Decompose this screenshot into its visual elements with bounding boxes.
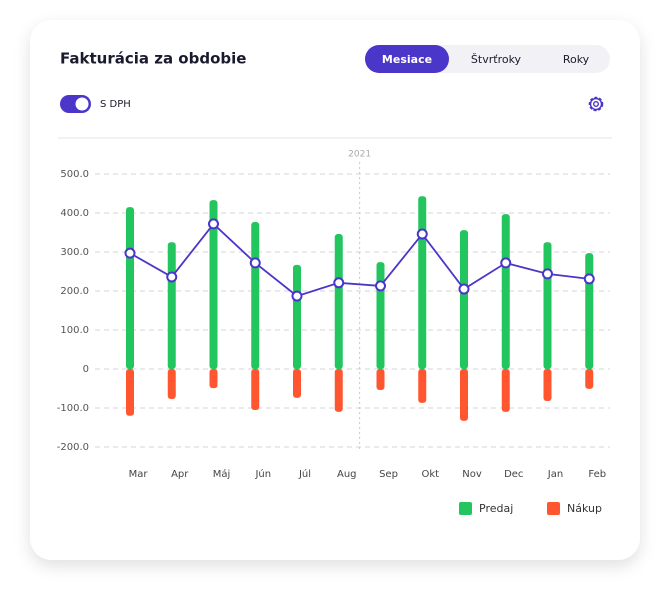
x-tick-label: Mar xyxy=(129,469,149,480)
line-marker xyxy=(542,268,553,280)
bar xyxy=(334,234,343,369)
title: Fakturácia za obdobie xyxy=(60,50,246,68)
legend-label: Predaj xyxy=(479,502,513,515)
x-tick-label: Jún xyxy=(254,468,271,480)
bar xyxy=(293,369,301,398)
bar xyxy=(209,200,218,369)
bar xyxy=(376,369,385,391)
x-tick-label: Feb xyxy=(588,469,606,480)
x-tick-label: Okt xyxy=(421,469,439,480)
y-tick-label: -200.0 xyxy=(57,442,89,453)
bar xyxy=(167,242,176,369)
x-tick-label: Dec xyxy=(504,469,523,480)
bar xyxy=(334,369,343,412)
legend-label: Nákup xyxy=(567,502,602,515)
bar xyxy=(585,369,594,389)
y-tick-label: 200.0 xyxy=(60,286,89,297)
bar xyxy=(501,369,510,412)
line-marker xyxy=(166,271,178,283)
line-marker xyxy=(124,247,136,259)
toggle-knob xyxy=(75,97,89,111)
line-marker xyxy=(208,218,219,230)
annotation: 2021 xyxy=(348,150,371,160)
legend-swatch xyxy=(547,502,560,515)
x-tick-label: Jan xyxy=(547,469,563,480)
x-tick-label: Nov xyxy=(462,469,482,480)
line-marker xyxy=(249,257,261,269)
y-tick-label: 100.0 xyxy=(60,325,89,336)
bar xyxy=(167,369,176,400)
line-marker xyxy=(500,257,512,269)
line-marker xyxy=(458,283,470,295)
x-tick-label: Aug xyxy=(337,469,357,480)
bar xyxy=(293,264,301,369)
bar xyxy=(251,221,260,369)
bar xyxy=(543,242,552,369)
bar xyxy=(418,369,427,403)
bar xyxy=(460,369,468,421)
line xyxy=(129,222,590,298)
y-tick-label: 500.0 xyxy=(60,169,89,180)
legend-swatch xyxy=(459,502,472,515)
bar xyxy=(251,369,260,410)
y-tick-label: 0 xyxy=(83,364,89,375)
bar xyxy=(126,207,134,369)
x-tick-label: Júl xyxy=(298,468,311,480)
y-tick-label: 400.0 xyxy=(60,208,89,219)
y-tick-label: -100.0 xyxy=(57,403,89,414)
x-tick-label: Apr xyxy=(171,469,189,480)
line-marker xyxy=(291,290,303,302)
bar xyxy=(460,230,468,369)
x-tick-label: Máj xyxy=(213,468,231,480)
line-marker xyxy=(583,273,595,285)
bar xyxy=(418,196,427,369)
bar xyxy=(376,262,385,369)
tab-active[interactable] xyxy=(365,45,449,73)
line-marker xyxy=(333,277,345,289)
tab[interactable]: Roky xyxy=(563,53,590,66)
tab[interactable]: Mesiace xyxy=(382,53,432,66)
y-tick-label: 300.0 xyxy=(60,247,89,258)
line-marker xyxy=(375,280,386,292)
bar xyxy=(209,369,218,389)
tab[interactable]: Štvrťroky xyxy=(471,53,522,66)
line-marker xyxy=(416,228,428,240)
x-tick-label: Sep xyxy=(379,469,398,480)
toggle-label: S DPH xyxy=(100,99,131,110)
plot: 500.0 400.0 300.0 200.0 100.0 0 -100.0 -200.0 20… xyxy=(57,150,610,515)
bar xyxy=(585,253,594,369)
bar xyxy=(126,369,134,416)
bar xyxy=(501,214,510,369)
settings-icon[interactable] xyxy=(588,96,604,112)
bar xyxy=(543,369,552,401)
